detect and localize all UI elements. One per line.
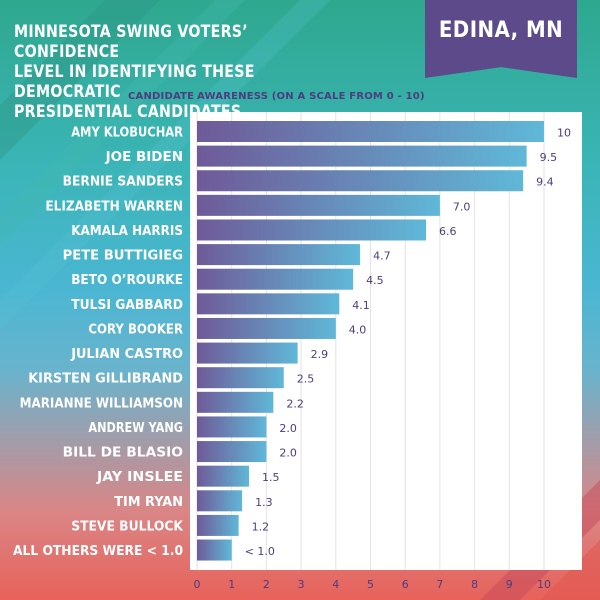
category-label: STEVE BULLOCK [71,519,184,534]
category-label: ALL OTHERS WERE < 1.0 [13,544,183,559]
value-label: 1.5 [262,471,280,484]
category-label: AMY KLOBUCHAR [71,126,183,141]
location-label: EDINA, MN [438,18,564,43]
x-tick-label: 1 [228,578,235,591]
value-label: 7.0 [453,200,471,213]
bar [197,342,298,364]
x-tick-label: 2 [263,578,270,591]
category-label: TIM RYAN [114,495,183,510]
bar [197,194,440,216]
value-label: 2.0 [279,447,297,460]
bar [197,539,232,561]
category-label: ANDREW YANG [88,421,183,436]
category-label: JOE BIDEN [105,150,183,165]
value-label: 4.1 [352,299,370,312]
bar [197,244,361,266]
value-label: 1.2 [252,520,270,533]
category-label: BERNIE SANDERS [63,175,183,190]
value-label: 4.7 [373,250,391,263]
value-label: 9.4 [536,176,554,189]
title-line: MINNESOTA SWING VOTERS’ CONFIDENCE [14,22,248,61]
bar [197,268,354,290]
bar [197,490,243,512]
value-label: 2.0 [279,422,297,435]
candidate-column-header: CANDIDATE [128,91,195,102]
bar [197,391,274,413]
category-label: PETE BUTTIGIEG [63,249,183,264]
x-tick-label: 5 [367,578,374,591]
category-label: TULSI GABBARD [71,298,183,313]
value-label: 9.5 [540,151,558,164]
bar [197,293,340,315]
category-label: ELIZABETH WARREN [45,199,183,214]
chart-title: MINNESOTA SWING VOTERS’ CONFIDENCE LEVEL… [14,22,358,122]
value-label: 6.6 [439,225,457,238]
value-label: 2.9 [311,348,329,361]
category-label: JULIAN CASTRO [70,347,183,362]
category-label: KAMALA HARRIS [71,224,183,239]
location-banner: EDINA, MN [425,0,577,78]
title-line: PRESIDENTIAL CANDIDATES [14,102,242,121]
value-label: 4.5 [366,274,384,287]
category-label: BILL DE BLASIO [63,446,183,461]
category-label: KIRSTEN GILLIBRAND [28,372,183,387]
x-tick-label: 7 [436,578,443,591]
bar [197,170,524,192]
x-tick-label: 0 [194,578,201,591]
category-label: MARIANNE WILLIAMSON [20,396,183,411]
value-label: 10 [557,127,571,140]
x-tick-label: 8 [471,578,478,591]
awareness-column-header: AWARENESS (ON A SCALE FROM 0 - 10) [197,91,425,102]
bar [197,514,239,536]
x-tick-label: 9 [506,578,513,591]
value-label: 1.3 [255,496,272,509]
bar [197,367,284,389]
value-label: 2.2 [286,397,304,410]
value-label: 4.0 [349,323,367,336]
x-tick-label: 6 [402,578,409,591]
bar [197,416,267,438]
bar [197,441,267,463]
value-label: 2.5 [297,373,315,386]
bar [197,465,250,487]
title-line: LEVEL IN IDENTIFYING THESE DEMOCRATIC [14,62,255,101]
x-tick-label: 10 [537,578,551,591]
value-label: < 1.0 [245,545,275,558]
category-label: JAY INSLEE [96,470,183,485]
bar [197,145,527,167]
x-tick-label: 3 [298,578,305,591]
bar [197,219,427,241]
category-label: BETO O’ROURKE [71,273,183,288]
category-label: CORY BOOKER [88,322,183,337]
bar [197,317,336,339]
x-tick-label: 4 [332,578,339,591]
bar [197,121,544,142]
